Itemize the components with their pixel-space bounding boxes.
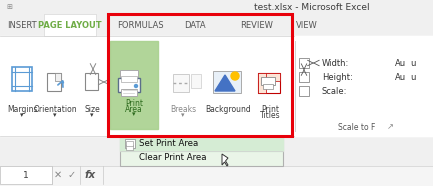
Bar xyxy=(118,78,140,92)
Bar xyxy=(125,139,135,148)
Bar xyxy=(258,73,280,93)
Text: Print: Print xyxy=(125,100,143,108)
Bar xyxy=(173,74,189,92)
Bar xyxy=(0,166,52,184)
Text: ▾: ▾ xyxy=(181,112,185,118)
Text: Set Print Area: Set Print Area xyxy=(139,139,198,147)
Text: Width:: Width: xyxy=(322,59,349,68)
Text: Au: Au xyxy=(395,73,406,81)
Bar xyxy=(120,70,138,86)
Bar xyxy=(12,67,32,91)
Circle shape xyxy=(231,72,239,80)
Circle shape xyxy=(135,84,138,87)
Bar xyxy=(110,41,158,129)
Bar xyxy=(121,76,137,82)
Bar xyxy=(295,36,433,136)
Polygon shape xyxy=(222,154,228,166)
Text: ✓: ✓ xyxy=(68,170,76,180)
Bar xyxy=(299,86,309,96)
Text: Height:: Height: xyxy=(322,73,353,81)
Text: REVIEW: REVIEW xyxy=(240,20,273,30)
Bar xyxy=(47,73,61,91)
Bar xyxy=(0,0,433,14)
Bar xyxy=(258,73,280,81)
Text: ▾: ▾ xyxy=(132,111,136,117)
Bar xyxy=(258,73,266,93)
Bar xyxy=(55,73,61,81)
Text: Print: Print xyxy=(261,105,279,115)
Text: VIEW: VIEW xyxy=(296,20,318,30)
Bar xyxy=(120,136,283,151)
Bar xyxy=(213,71,241,93)
Bar xyxy=(121,89,137,96)
Text: ↗: ↗ xyxy=(387,123,394,132)
Text: Margins: Margins xyxy=(7,105,37,115)
Polygon shape xyxy=(215,75,235,91)
Text: Size: Size xyxy=(84,105,100,115)
Text: test.xlsx - Microsoft Excel: test.xlsx - Microsoft Excel xyxy=(254,2,370,12)
Text: Breaks: Breaks xyxy=(170,105,196,115)
Text: u: u xyxy=(410,59,415,68)
Text: DATA: DATA xyxy=(184,20,206,30)
Bar xyxy=(299,72,309,82)
Text: Titles: Titles xyxy=(260,110,280,119)
Bar xyxy=(191,74,201,88)
Bar xyxy=(85,73,98,90)
Text: Clear Print Area: Clear Print Area xyxy=(139,153,207,163)
Text: Scale:: Scale: xyxy=(322,86,347,95)
Text: fx: fx xyxy=(84,170,96,180)
Text: Area: Area xyxy=(125,105,143,113)
Text: ⊞: ⊞ xyxy=(6,4,12,10)
Text: Au: Au xyxy=(395,59,406,68)
Bar xyxy=(126,141,133,146)
Bar xyxy=(261,77,275,85)
Text: u: u xyxy=(410,73,415,81)
Text: PAGE LAYOUT: PAGE LAYOUT xyxy=(38,20,102,30)
Text: ▾: ▾ xyxy=(20,112,24,118)
Bar xyxy=(108,14,292,136)
Bar xyxy=(0,14,433,36)
Text: 1: 1 xyxy=(23,171,29,179)
Text: ▾: ▾ xyxy=(90,112,94,118)
Bar xyxy=(120,136,283,166)
Bar xyxy=(0,36,433,136)
Text: ✕: ✕ xyxy=(54,170,62,180)
Text: FORMULAS: FORMULAS xyxy=(117,20,164,30)
Bar xyxy=(0,166,433,186)
Text: Scale to F: Scale to F xyxy=(338,123,375,132)
Text: INSERT: INSERT xyxy=(7,20,37,30)
Text: ▾: ▾ xyxy=(53,112,57,118)
Text: Orientation: Orientation xyxy=(33,105,77,115)
Bar xyxy=(126,145,133,150)
Bar xyxy=(263,84,273,89)
Text: Background: Background xyxy=(205,105,251,115)
Bar xyxy=(44,14,96,36)
Bar xyxy=(299,58,309,68)
